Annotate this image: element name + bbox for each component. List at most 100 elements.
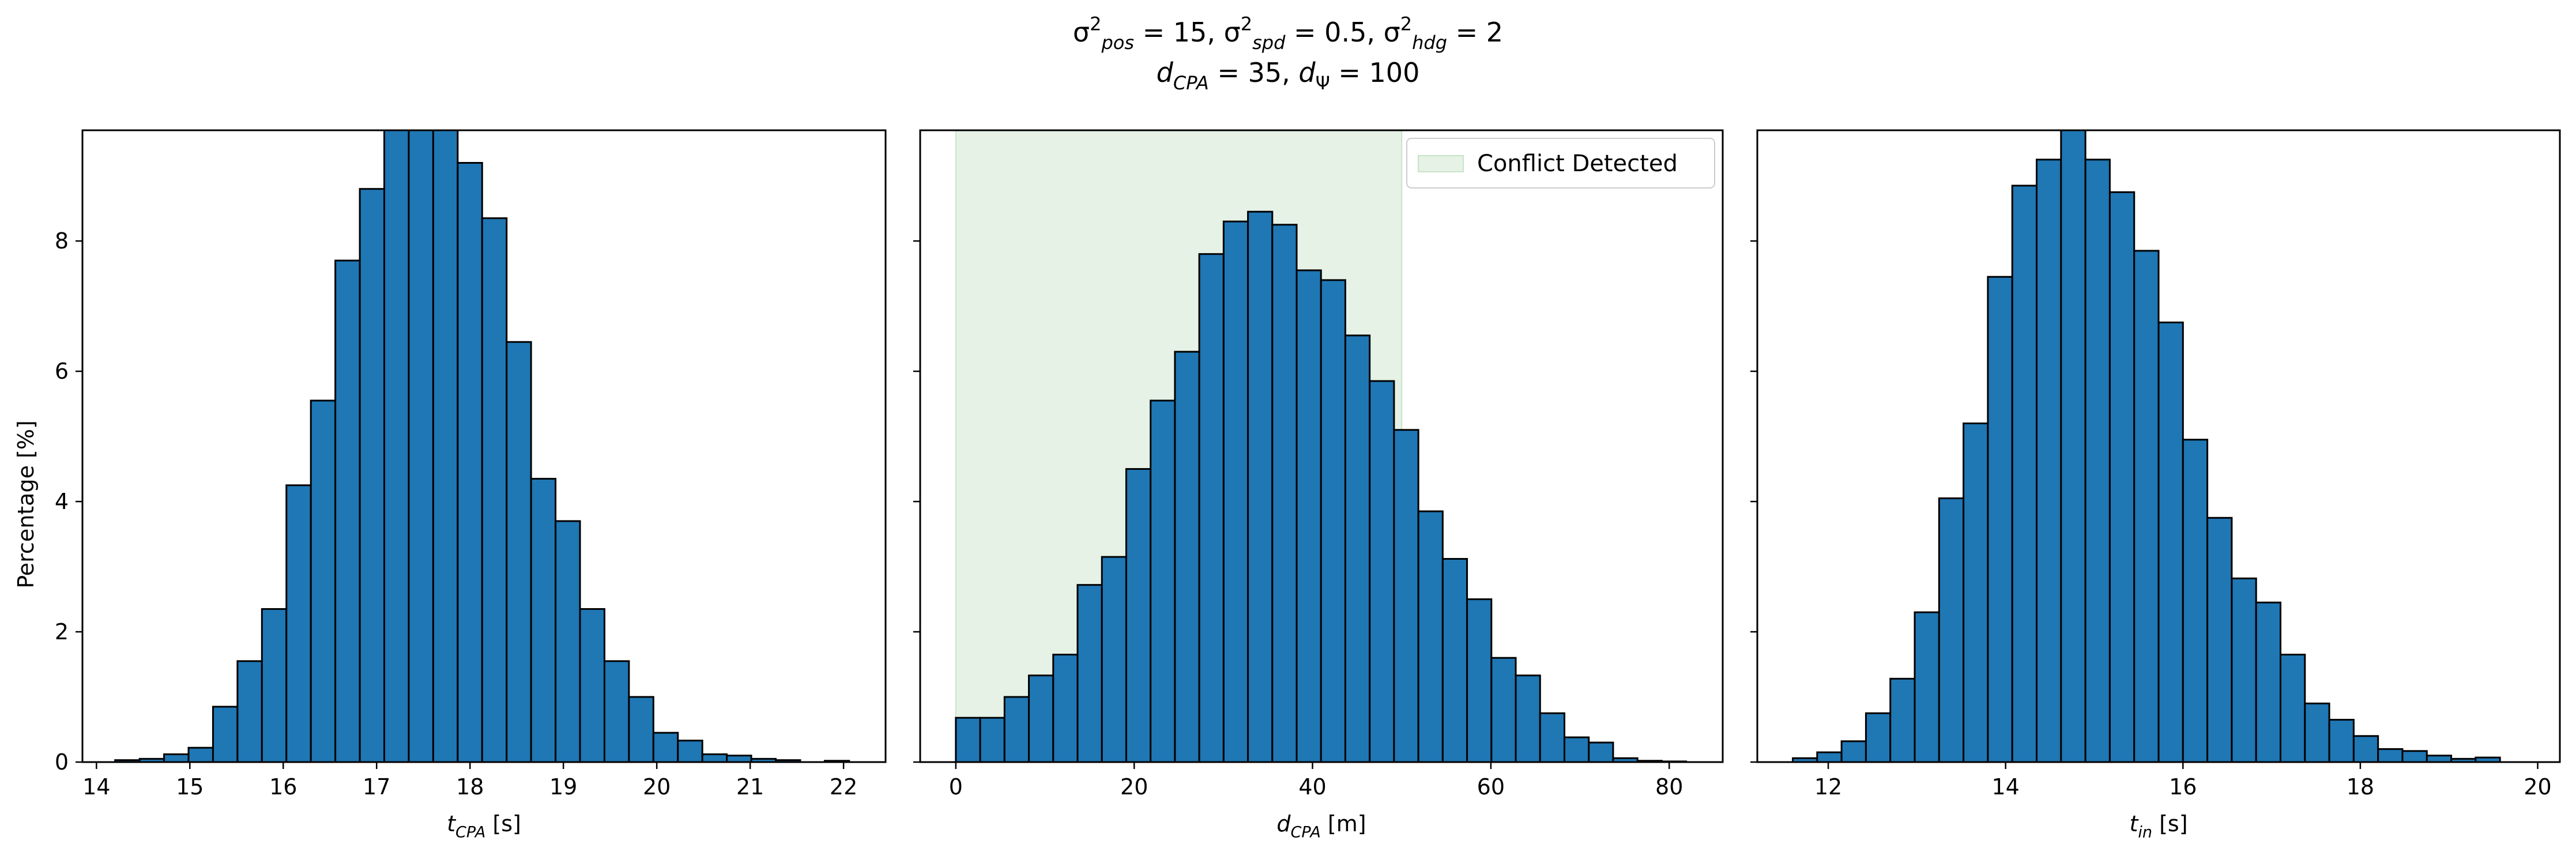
y-tick-label: 8 [55,228,69,254]
legend-label: Conflict Detected [1477,150,1678,177]
histogram-bar [2133,250,2160,762]
histogram-bar [2377,748,2404,762]
histogram-bar [2060,130,2087,762]
histogram-bar [1441,557,1468,762]
legend: Conflict Detected [1406,138,1715,189]
histogram-bar [236,660,263,762]
histogram-bar [1563,736,1590,762]
histogram-bar [2426,755,2453,762]
x-tick-label: 80 [1655,774,1683,800]
histogram-bar [2084,159,2111,762]
y-axis-label: Percentage [%] [13,420,39,589]
histogram-bar [408,130,434,762]
axes-frame [919,129,1724,763]
plot-area [1792,130,2501,762]
y-tick-label: 6 [55,359,69,384]
histogram-bar [506,341,532,762]
x-tick-label: 21 [736,774,764,800]
x-tick-label: 17 [363,774,390,800]
histogram-bar [285,484,312,762]
histogram-bar [187,747,214,762]
histogram-bar [652,732,679,762]
panel-d-cpa: 0 20 40 60 80 dCPA [m] Conflict Detected [913,129,1724,842]
histogram-bar [334,259,361,762]
histogram-bar [212,706,239,762]
histogram-bar [1393,429,1419,762]
histogram-bar [2206,517,2233,762]
histogram-bar [1490,657,1517,762]
histogram-bar [1076,584,1103,762]
histogram-bar [555,520,581,762]
y-tick-label: 0 [55,749,69,775]
histogram-bar [1003,696,1030,762]
x-tick-label: 16 [269,774,297,800]
histogram-bar [1417,510,1444,762]
histogram-bar [383,130,410,762]
x-tick-label: 18 [2347,774,2374,800]
histogram-bar [1515,674,1541,762]
histogram-bar [2231,577,2257,762]
histogram-bar [701,753,728,762]
x-tick-label: 19 [549,774,577,800]
histogram-bar [310,399,337,762]
x-tick-label: 22 [830,774,857,800]
histogram-bar [1320,279,1346,762]
histogram-bar [1247,210,1274,762]
histogram-bar [579,608,605,762]
figure-title-line-2: dCPA = 35, dΨ = 100 [1157,57,1420,94]
x-tick-label: 18 [456,774,484,800]
histogram-bar [457,161,483,762]
histogram-bar [2328,719,2355,762]
panel-t-in: 12 14 16 18 20 tin [s] [1750,129,2561,842]
histogram-bar [1963,422,1989,762]
histogram-bar [2108,191,2136,762]
x-axis-label: tCPA [s] [447,811,521,842]
histogram-bar [603,660,630,762]
histogram-bar [1466,598,1493,762]
x-tick-label: 15 [176,774,204,800]
histogram-bar [677,740,703,762]
legend-swatch [1418,155,1464,172]
axes-frame [1756,129,2561,763]
histogram-bar [481,217,508,762]
histogram-bar [1539,712,1565,762]
histogram-bar [1222,220,1249,762]
histogram-bar [1271,224,1298,762]
x-tick-label: 60 [1477,774,1505,800]
plot-area [955,130,1688,762]
histogram-bar [775,759,801,762]
panel-t-cpa: 14 15 16 17 18 19 20 21 22 0 2 4 6 8 tCPA [s] [55,129,887,842]
histogram-bar [530,477,557,762]
histogram-bar [1150,399,1176,762]
histogram-bar [1914,611,1940,762]
histogram-bar [1344,334,1371,762]
figure-title-line-1: σ2pos = 15, σ2spd = 0.5, σ2hdg = 2 [1073,13,1503,54]
x-axis-label: tin [s] [2129,811,2187,842]
histogram-bar [1865,712,1892,762]
x-tick-label: 16 [2169,774,2197,800]
histogram-bar [2255,601,2281,762]
plot-area [114,130,850,762]
x-tick-label: 20 [2524,774,2551,800]
histogram-bar [979,717,1005,762]
histogram-bar [2352,735,2379,762]
x-tick-label: 0 [949,774,963,800]
histogram-bar [2036,159,2062,762]
histogram-bar [1816,751,1843,762]
histogram-bar [1840,740,1867,762]
x-tick-label: 40 [1298,774,1326,800]
x-tick-label: 20 [643,774,671,800]
histogram-bar [163,753,190,762]
legend-box [1406,138,1715,189]
y-tick-label: 2 [55,619,69,644]
histogram-bar [1889,677,1916,762]
histogram-bar [2011,184,2038,762]
histogram-bar [1295,269,1322,762]
x-tick-label: 20 [1120,774,1148,800]
histogram-bar [2157,321,2184,762]
histogram-bar [955,717,981,762]
histogram-bar [359,188,386,762]
histogram-bar [432,130,459,762]
histogram-bar [1052,654,1079,762]
